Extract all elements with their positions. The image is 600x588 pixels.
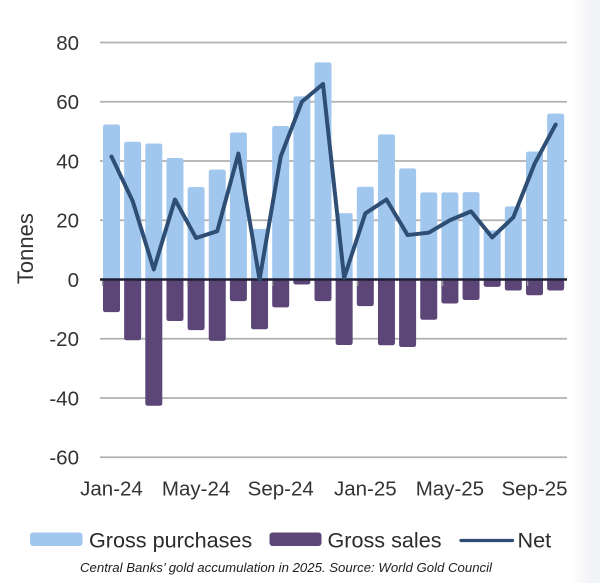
svg-text:-40: -40 (49, 387, 79, 410)
svg-text:-20: -20 (49, 328, 79, 351)
svg-text:Jan-25: Jan-25 (334, 478, 397, 501)
svg-text:60: 60 (56, 91, 79, 114)
svg-text:Tonnes: Tonnes (13, 213, 38, 284)
svg-text:May-24: May-24 (162, 478, 230, 501)
svg-text:Gross sales: Gross sales (328, 528, 442, 553)
svg-text:Sep-25: Sep-25 (501, 478, 567, 501)
svg-text:20: 20 (56, 210, 79, 233)
svg-text:Jan-24: Jan-24 (80, 478, 143, 501)
svg-text:0: 0 (68, 269, 79, 292)
svg-text:Central Banks’ gold accumulati: Central Banks’ gold accumulation in 2025… (80, 560, 493, 575)
svg-text:May-25: May-25 (416, 478, 484, 501)
svg-text:-60: -60 (49, 447, 79, 470)
svg-text:Gross purchases: Gross purchases (89, 528, 252, 553)
svg-text:Sep-24: Sep-24 (248, 478, 314, 501)
svg-text:Net: Net (518, 528, 552, 553)
svg-text:80: 80 (56, 32, 79, 55)
svg-text:40: 40 (56, 150, 79, 173)
